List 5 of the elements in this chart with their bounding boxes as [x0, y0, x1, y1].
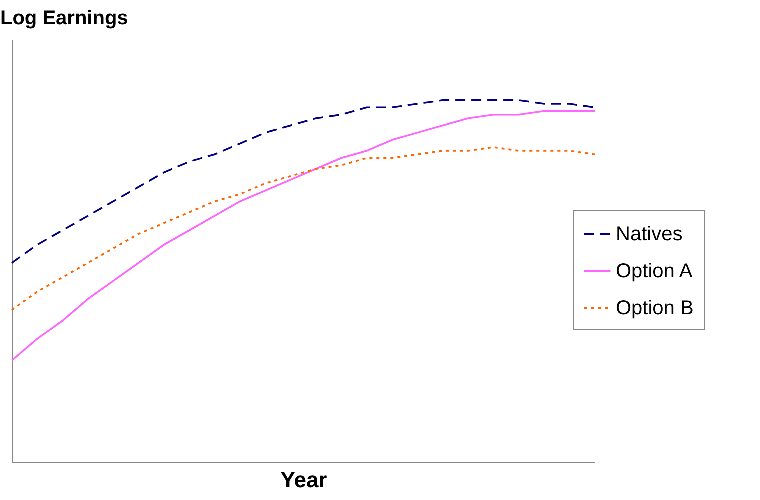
legend-label: Natives: [616, 224, 683, 246]
y-axis-title: Log Earnings: [0, 8, 128, 30]
legend-label: Option A: [616, 260, 694, 282]
x-axis-title: Year: [280, 468, 328, 492]
legend-label: Option B: [616, 298, 694, 320]
